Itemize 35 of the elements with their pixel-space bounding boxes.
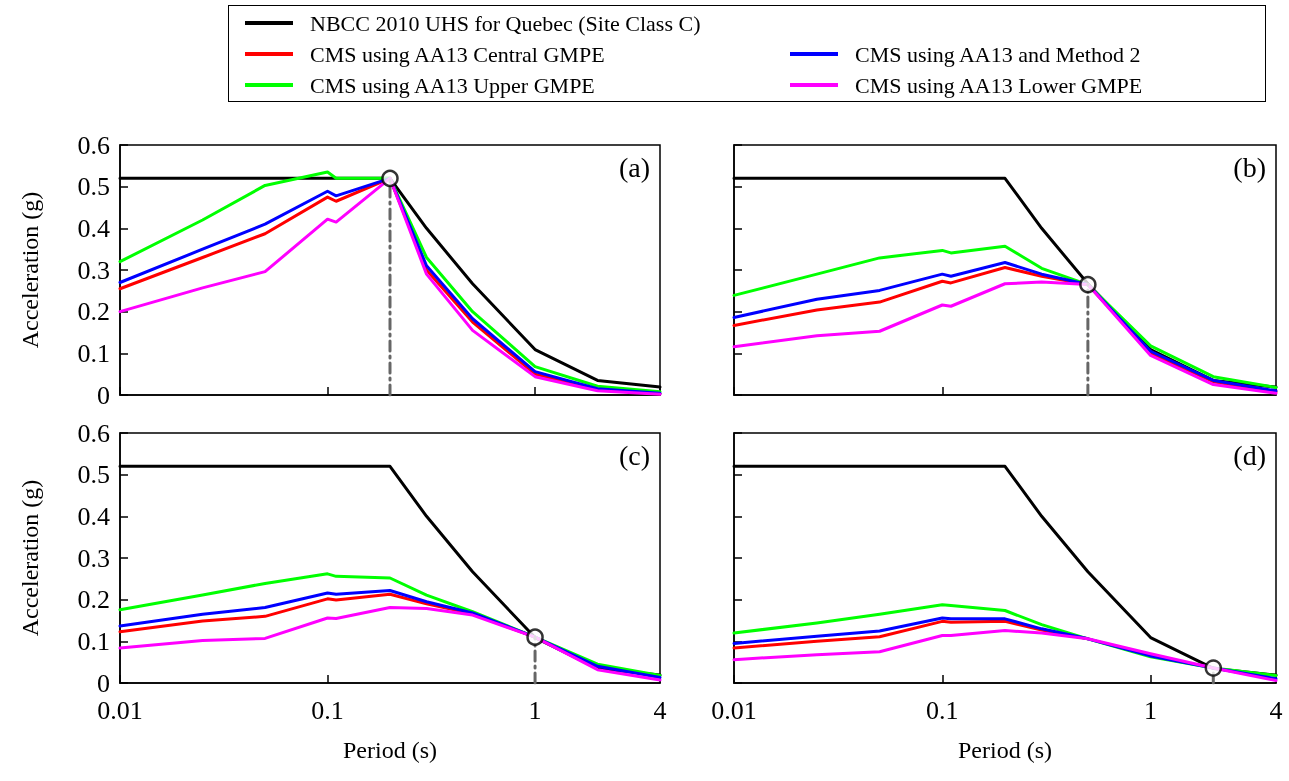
y-tick-label: 0.6 [77, 130, 110, 160]
legend-label: CMS using AA13 Lower GMPE [855, 72, 1143, 98]
y-tick-label: 0 [97, 668, 110, 698]
y-tick-label: 0.3 [77, 255, 110, 285]
y-tick-label: 0.6 [77, 418, 110, 448]
legend-label: CMS using AA13 Upper GMPE [310, 72, 595, 98]
x-tick-label: 4 [1269, 695, 1283, 725]
legend-label: CMS using AA13 Central GMPE [310, 41, 605, 67]
x-tick-label: 4 [653, 695, 667, 725]
y-tick-label: 0.1 [77, 626, 110, 656]
x-tick-label: 0.01 [97, 695, 143, 725]
x-axis-title: Period (s) [343, 737, 437, 763]
y-tick-label: 0.3 [77, 543, 110, 573]
annotation: (b) [1233, 151, 1267, 183]
x-tick-label: 0.1 [311, 695, 344, 725]
y-tick-label: 0.5 [77, 460, 110, 490]
y-tick-label: 0.5 [77, 172, 110, 202]
annotation: (c) [618, 439, 650, 471]
x-tick-label: 1 [1144, 695, 1158, 725]
y-tick-label: 0.2 [77, 585, 110, 615]
x-tick-label: 0.01 [711, 695, 757, 725]
annotation: (a) [618, 151, 650, 183]
y-axis-title: Acceleration (g) [17, 479, 43, 637]
x-tick-label: 0.1 [926, 695, 959, 725]
annotation: (d) [1233, 439, 1267, 471]
y-tick-label: 0.2 [77, 297, 110, 327]
y-tick-label: 0.4 [77, 213, 110, 243]
legend-label: CMS using AA13 and Method 2 [855, 41, 1141, 67]
y-tick-label: 0.1 [77, 338, 110, 368]
y-tick-label: 0 [97, 380, 110, 410]
y-axis-title: Acceleration (g) [17, 191, 43, 349]
legend-label: NBCC 2010 UHS for Quebec (Site Class C) [310, 10, 701, 36]
x-tick-label: 1 [528, 695, 542, 725]
x-axis-title: Period (s) [958, 737, 1052, 763]
y-tick-label: 0.4 [77, 501, 110, 531]
